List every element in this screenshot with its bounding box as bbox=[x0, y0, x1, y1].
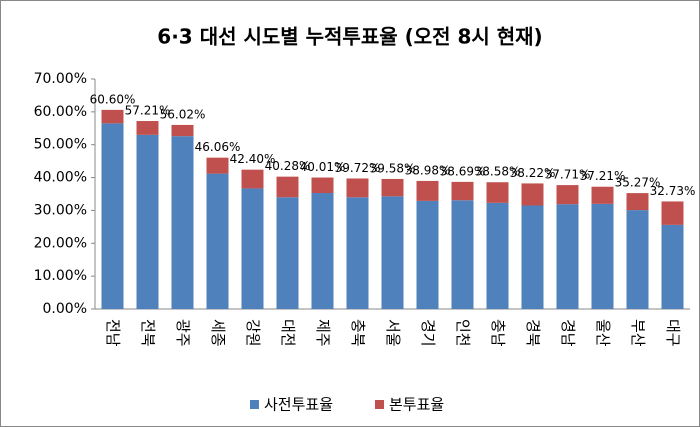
bar-segment bbox=[381, 178, 404, 197]
total-label: 39.72% bbox=[335, 161, 381, 175]
bar-segment bbox=[136, 134, 159, 309]
y-tick-label: 70.00% bbox=[34, 71, 87, 87]
bar-segment bbox=[346, 197, 369, 309]
total-label: 35.27% bbox=[615, 176, 661, 190]
bar-segment bbox=[206, 157, 229, 174]
total-label: 40.28% bbox=[265, 159, 311, 173]
legend-label: 사전투표율 bbox=[264, 396, 333, 414]
x-tick-label: 제주 bbox=[314, 319, 332, 347]
bar-segment bbox=[171, 136, 194, 309]
bar-segment bbox=[311, 193, 334, 309]
bar-segment bbox=[311, 177, 334, 194]
y-tick-label: 40.00% bbox=[34, 170, 87, 186]
bar-segment bbox=[171, 124, 194, 137]
bar-segment bbox=[416, 180, 439, 201]
x-tick-label: 충남 bbox=[489, 319, 507, 347]
bar-segment bbox=[486, 182, 509, 203]
y-tick-label: 10.00% bbox=[34, 268, 87, 284]
x-tick-label: 울산 bbox=[594, 319, 612, 347]
total-label: 42.40% bbox=[230, 152, 276, 166]
bar-segment bbox=[206, 173, 229, 309]
legend-swatch bbox=[250, 400, 259, 409]
bar-segment bbox=[486, 202, 509, 309]
x-tick-label: 부산 bbox=[629, 319, 647, 347]
x-tick-label: 광주 bbox=[174, 319, 192, 347]
bar-segment bbox=[591, 186, 614, 204]
x-tick-label: 강원 bbox=[244, 319, 262, 347]
total-label: 38.69% bbox=[440, 164, 486, 178]
x-tick-label: 전북 bbox=[139, 319, 157, 347]
bar-segment bbox=[591, 203, 614, 309]
total-label: 56.02% bbox=[160, 107, 206, 121]
x-tick-label: 경기 bbox=[419, 319, 437, 347]
bar-segment bbox=[101, 123, 124, 309]
total-label: 37.71% bbox=[545, 168, 591, 182]
bar-segment bbox=[346, 178, 369, 198]
bar-segment bbox=[136, 121, 159, 135]
bar-segment bbox=[626, 193, 649, 211]
chart-title: 6·3 대선 시도별 누적투표율 (오전 8시 현재) bbox=[157, 25, 542, 49]
total-label: 40.01% bbox=[300, 160, 346, 174]
y-tick-label: 20.00% bbox=[34, 235, 87, 251]
x-tick-label: 경남 bbox=[559, 319, 577, 347]
total-label: 38.98% bbox=[405, 163, 451, 177]
bar-segment bbox=[556, 204, 579, 309]
x-tick-label: 세종 bbox=[209, 319, 227, 347]
bar-segment bbox=[276, 176, 299, 198]
x-tick-label: 대구 bbox=[664, 319, 682, 347]
total-label: 38.58% bbox=[475, 165, 521, 179]
x-tick-label: 서울 bbox=[384, 319, 402, 347]
bar-segment bbox=[626, 210, 649, 309]
bar-segment bbox=[556, 185, 579, 205]
x-tick-label: 인천 bbox=[454, 319, 472, 347]
bar-segment bbox=[451, 181, 474, 201]
legend-swatch bbox=[375, 400, 384, 409]
total-label: 32.73% bbox=[650, 184, 696, 198]
total-label: 46.06% bbox=[195, 140, 241, 154]
total-label: 57.21% bbox=[125, 104, 171, 118]
bar-segment bbox=[661, 201, 684, 225]
total-label: 38.22% bbox=[510, 166, 556, 180]
x-tick-label: 전남 bbox=[104, 319, 122, 347]
bar-segment bbox=[241, 188, 264, 309]
bar-segment bbox=[451, 200, 474, 309]
x-tick-label: 경북 bbox=[524, 319, 542, 347]
y-tick-label: 30.00% bbox=[34, 202, 87, 218]
x-tick-label: 대전 bbox=[279, 319, 297, 347]
bar-segment bbox=[416, 200, 439, 309]
bar-segment bbox=[521, 205, 544, 309]
y-tick-label: 50.00% bbox=[34, 137, 87, 153]
bar-segment bbox=[381, 196, 404, 309]
total-label: 37.21% bbox=[580, 169, 626, 183]
y-tick-label: 0.00% bbox=[43, 301, 87, 317]
total-label: 60.60% bbox=[90, 92, 136, 106]
y-tick-label: 60.00% bbox=[34, 104, 87, 120]
x-tick-label: 충북 bbox=[349, 319, 367, 347]
bar-segment bbox=[521, 183, 544, 206]
bar-segment bbox=[276, 197, 299, 309]
bar-segment bbox=[241, 169, 264, 189]
total-label: 39.58% bbox=[370, 161, 416, 175]
bar-segment bbox=[661, 224, 684, 309]
bar-segment bbox=[101, 109, 124, 124]
legend-label: 본투표율 bbox=[389, 396, 444, 414]
